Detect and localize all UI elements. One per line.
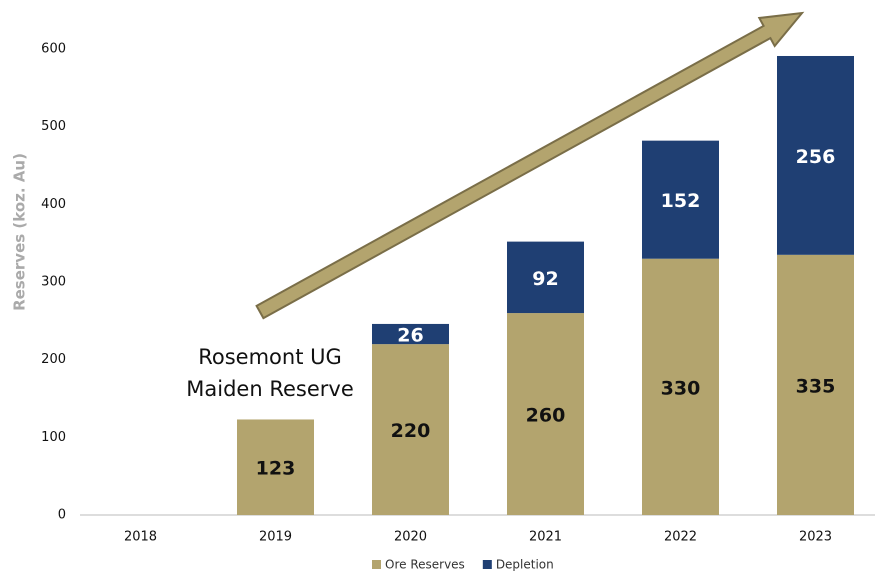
x-tick-label: 2020 (394, 530, 427, 545)
annotation: Maiden Reserve (186, 377, 353, 401)
y-axis-label: Reserves (koz. Au) (11, 153, 29, 311)
data-label: 152 (661, 190, 701, 212)
y-tick-label: 400 (41, 197, 66, 212)
data-label: 330 (661, 377, 701, 399)
data-label: 26 (397, 325, 423, 347)
x-tick-label: 2019 (259, 530, 292, 545)
x-tick-label: 2023 (799, 530, 832, 545)
bar-segment (372, 344, 449, 515)
y-tick-label: 300 (41, 275, 66, 290)
bar-segment (642, 140, 719, 259)
bar-segment (507, 313, 584, 515)
legend-label: Ore Reserves (385, 558, 465, 572)
legend-swatch (482, 560, 492, 569)
data-label: 123 (256, 458, 296, 480)
data-label: 335 (796, 375, 836, 397)
y-tick-label: 500 (41, 119, 66, 134)
y-tick-label: 600 (41, 42, 66, 57)
annotation: Rosemont UG (198, 345, 342, 369)
y-tick-label: 0 (58, 508, 66, 523)
y-tick-label: 100 (41, 430, 66, 445)
x-tick-label: 2021 (529, 530, 562, 545)
growth-arrow (255, 11, 805, 320)
bar-segment (372, 323, 449, 345)
data-label: 256 (796, 146, 836, 168)
bar-segment (777, 254, 854, 516)
bar-segment (507, 241, 584, 314)
bar-segment (642, 258, 719, 515)
x-tick-label: 2018 (124, 530, 157, 545)
data-label: 260 (526, 405, 566, 427)
bar-segment (777, 55, 854, 255)
x-tick-label: 2022 (664, 530, 697, 545)
legend-label: Depletion (496, 558, 554, 572)
bar-segment (237, 419, 314, 515)
y-tick-label: 200 (41, 352, 66, 367)
data-label: 220 (391, 420, 431, 442)
data-label: 92 (532, 268, 558, 290)
legend-swatch (372, 560, 381, 569)
